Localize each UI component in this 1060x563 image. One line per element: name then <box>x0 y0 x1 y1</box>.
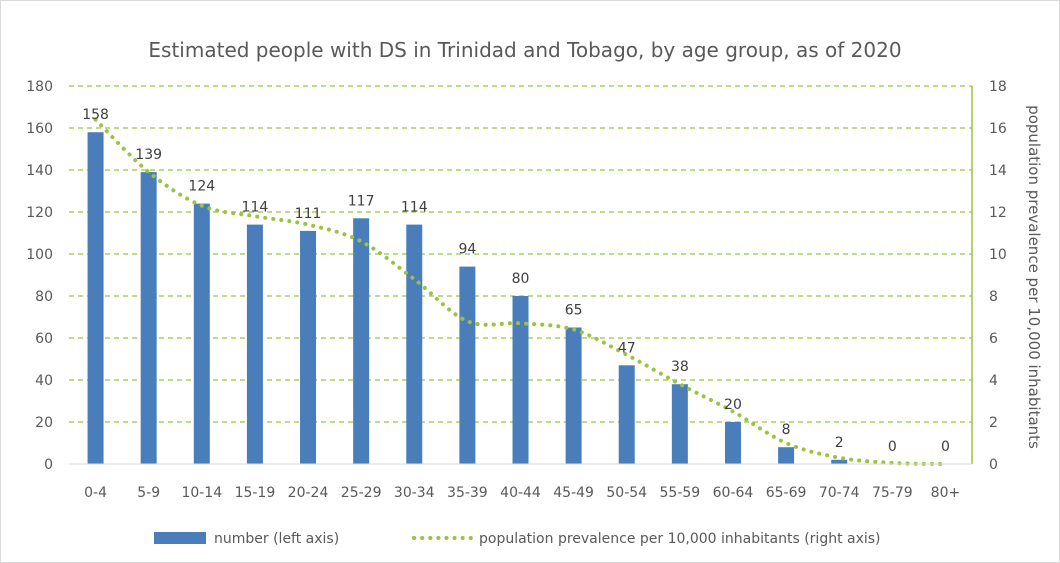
x-axis-tick-label: 60-64 <box>713 485 754 501</box>
bar-data-label: 20 <box>724 397 742 413</box>
bar <box>831 459 848 464</box>
bar-data-label: 114 <box>401 200 428 216</box>
x-axis-tick-label: 40-44 <box>500 485 541 501</box>
left-axis-tick-label: 100 <box>26 247 53 263</box>
bar-data-label: 0 <box>941 439 950 455</box>
bar-data-label: 117 <box>348 193 375 209</box>
right-axis-tick-label: 18 <box>989 79 1007 95</box>
bar-data-label: 2 <box>835 435 844 451</box>
bar-data-label: 158 <box>82 107 109 123</box>
legend-bar-label: number (left axis) <box>214 531 339 547</box>
bar <box>246 224 263 464</box>
prevalence-line <box>93 117 948 466</box>
right-axis-tick-label: 6 <box>989 331 998 347</box>
bar-data-label: 111 <box>295 206 322 222</box>
bar-data-label: 38 <box>671 359 689 375</box>
bar-data-label: 94 <box>458 242 476 258</box>
bar <box>459 266 476 464</box>
right-axis-tick-label: 0 <box>989 457 998 473</box>
bar <box>87 132 104 464</box>
x-axis-tick-label: 65-69 <box>766 485 807 501</box>
bar-data-label: 47 <box>618 340 636 356</box>
bar-data-label: 139 <box>135 147 162 163</box>
x-axis-tick-label: 20-24 <box>288 485 329 501</box>
axes: 0204060801001201401601800246810121416180… <box>26 79 1007 501</box>
bar-data-label: 124 <box>188 179 215 195</box>
left-axis-tick-label: 20 <box>35 415 53 431</box>
bar-data-label: 114 <box>242 200 269 216</box>
x-axis-tick-label: 75-79 <box>872 485 913 501</box>
x-axis-tick-label: 45-49 <box>553 485 594 501</box>
legend-line-label: population prevalence per 10,000 inhabit… <box>479 531 881 547</box>
left-axis-tick-label: 160 <box>26 121 53 137</box>
left-axis-tick-label: 120 <box>26 205 53 221</box>
legend: number (left axis) population prevalence… <box>154 531 881 547</box>
bar <box>778 447 795 464</box>
bar <box>671 384 688 464</box>
x-axis-tick-label: 25-29 <box>341 485 382 501</box>
x-axis-tick-label: 35-39 <box>447 485 488 501</box>
left-axis-tick-label: 0 <box>44 457 53 473</box>
bar <box>353 218 370 464</box>
left-axis-tick-label: 80 <box>35 289 53 305</box>
x-axis-tick-label: 5-9 <box>137 485 160 501</box>
bar <box>406 224 423 464</box>
bar <box>300 230 317 464</box>
x-axis-tick-label: 15-19 <box>235 485 276 501</box>
right-axis-tick-label: 10 <box>989 247 1007 263</box>
x-axis-tick-label: 30-34 <box>394 485 435 501</box>
bar <box>724 422 741 464</box>
left-axis-tick-label: 140 <box>26 163 53 179</box>
bar-data-label: 65 <box>565 303 583 319</box>
left-axis-tick-label: 40 <box>35 373 53 389</box>
right-axis-tick-label: 12 <box>989 205 1007 221</box>
bar <box>140 172 157 464</box>
bar <box>618 365 635 464</box>
left-axis-tick-label: 180 <box>26 79 53 95</box>
legend-bar-swatch <box>154 532 206 544</box>
bar <box>565 327 582 464</box>
bar-data-label: 8 <box>782 422 791 438</box>
bar <box>193 203 210 464</box>
right-axis-tick-label: 14 <box>989 163 1007 179</box>
bar-data-label: 80 <box>512 271 530 287</box>
x-axis-tick-label: 70-74 <box>819 485 860 501</box>
right-axis-tick-label: 2 <box>989 415 998 431</box>
right-axis-tick-label: 8 <box>989 289 998 305</box>
right-axis-tick-label: 16 <box>989 121 1007 137</box>
x-axis-tick-label: 50-54 <box>606 485 647 501</box>
left-axis-tick-label: 60 <box>35 331 53 347</box>
x-axis-tick-label: 80+ <box>931 485 961 501</box>
x-axis-tick-label: 0-4 <box>84 485 107 501</box>
x-axis-tick-label: 10-14 <box>181 485 222 501</box>
line-series <box>93 117 948 466</box>
bar-data-label: 0 <box>888 439 897 455</box>
right-axis-tick-label: 4 <box>989 373 998 389</box>
right-axis-title: population prevalence per 10,000 inhabit… <box>1025 105 1043 449</box>
x-axis-tick-label: 55-59 <box>660 485 701 501</box>
bar <box>512 296 529 464</box>
chart-title: Estimated people with DS in Trinidad and… <box>148 38 901 62</box>
